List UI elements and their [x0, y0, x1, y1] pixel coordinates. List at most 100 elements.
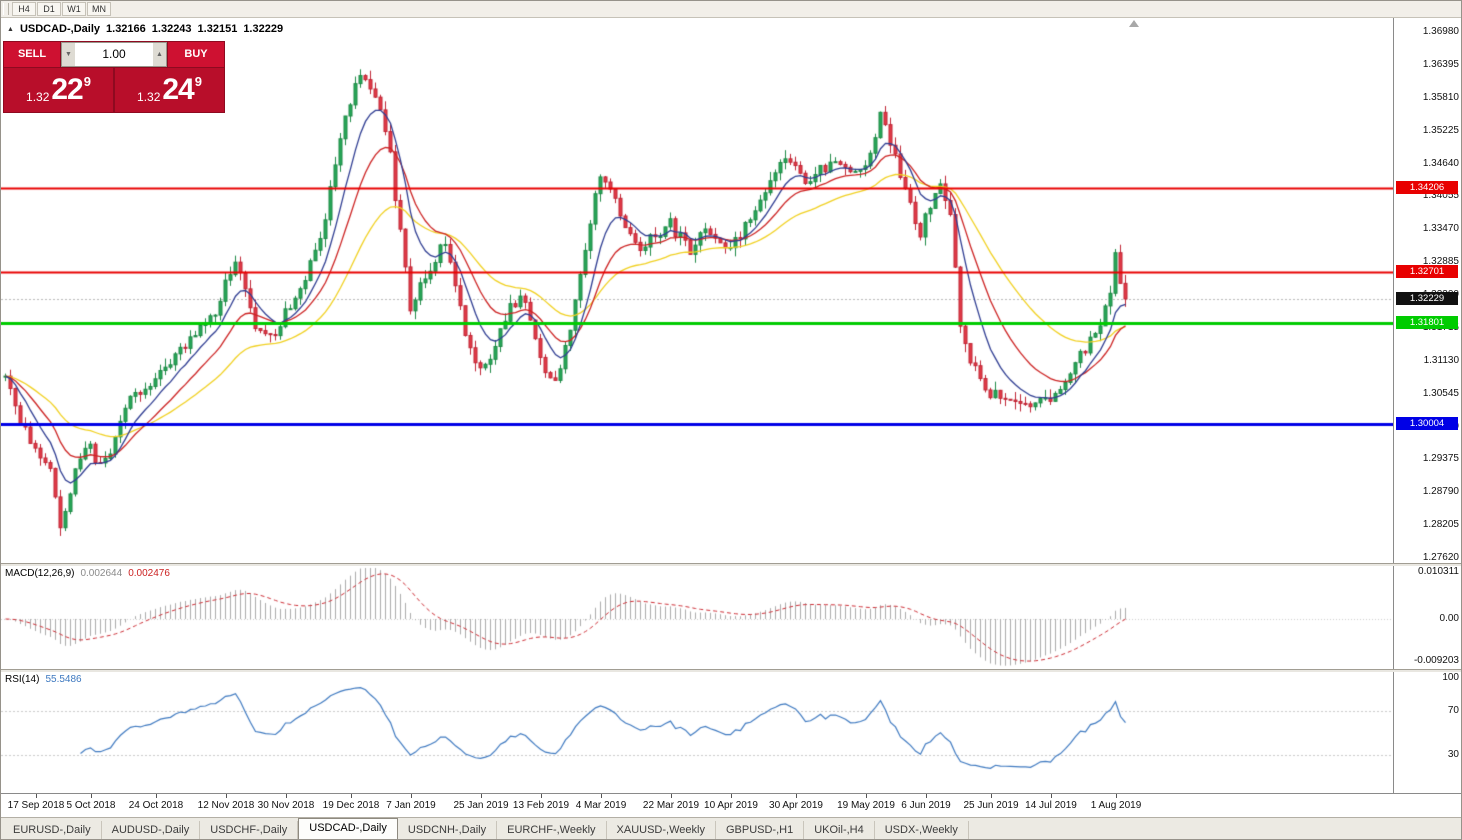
date-label: 19 Dec 2018	[322, 800, 380, 811]
date-label: 30 Apr 2019	[769, 800, 823, 811]
date-tick	[351, 794, 352, 798]
rsi-name: RSI(14)	[5, 674, 40, 685]
price-axis-label: 1.28790	[1422, 486, 1459, 498]
price-axis-label: 1.36980	[1422, 26, 1459, 37]
price-axis-label: 1.34055	[1422, 190, 1459, 202]
date-tick	[671, 794, 672, 798]
one-click-panel-toggle-icon[interactable]: ▲	[7, 25, 14, 33]
macd-signal-value: 0.002476	[128, 568, 170, 579]
date-label: 13 Feb 2019	[512, 800, 570, 811]
volume-decrease-button[interactable]: ▼	[62, 43, 75, 66]
macd-indicator-canvas[interactable]	[1, 565, 1393, 669]
chart-tab-eurchf[interactable]: EURCHF-,Weekly	[497, 821, 607, 839]
level-price-badge: 1.32701	[1396, 265, 1458, 279]
volume-input[interactable]: 1.00	[102, 47, 126, 61]
date-tick	[36, 794, 37, 798]
date-label: 24 Oct 2018	[128, 800, 184, 811]
date-tick	[481, 794, 482, 798]
price-axis-label: 1.27620	[1422, 552, 1459, 563]
date-label: 4 Mar 2019	[575, 800, 627, 811]
date-label: 17 Sep 2018	[7, 800, 65, 811]
timeframe-button-mn[interactable]: MN	[87, 2, 111, 16]
rsi-axis-label: 100	[1442, 672, 1459, 683]
buy-button[interactable]: BUY	[168, 42, 224, 67]
level-price-badge: 1.30004	[1396, 417, 1458, 431]
date-tick	[286, 794, 287, 798]
level-price-badge: 1.31801	[1396, 316, 1458, 330]
date-tick	[866, 794, 867, 798]
sell-price-big-digits: 22	[51, 73, 83, 106]
panel-splitter[interactable]	[1, 563, 1461, 566]
chart-shift-marker-icon[interactable]	[1129, 20, 1139, 27]
buy-price-pipette: 9	[194, 74, 202, 89]
price-axis-label: 1.31130	[1423, 354, 1459, 366]
date-tick	[411, 794, 412, 798]
sell-button[interactable]: SELL	[4, 42, 60, 67]
date-tick	[226, 794, 227, 798]
price-axis-label: 1.35810	[1422, 91, 1459, 103]
date-tick	[926, 794, 927, 798]
date-label: 19 May 2019	[837, 800, 895, 811]
date-axis[interactable]: 17 Sep 2018 5 Oct 2018 24 Oct 2018 12 Nov 2…	[1, 793, 1461, 817]
date-label: 10 Apr 2019	[704, 800, 758, 811]
date-tick	[991, 794, 992, 798]
chart-tab-usdx[interactable]: USDX-,Weekly	[875, 821, 969, 839]
price-axis-label: 1.36395	[1422, 58, 1459, 70]
date-label: 6 Jun 2019	[901, 800, 951, 811]
timeframe-button-h4[interactable]: H4	[12, 2, 36, 16]
date-label: 12 Nov 2018	[197, 800, 255, 811]
date-tick	[601, 794, 602, 798]
timeframe-button-w1[interactable]: W1	[62, 2, 86, 16]
ohlc-open: 1.32166	[106, 23, 146, 35]
timeframe-buttons: H4 D1 W1 MN	[12, 2, 112, 16]
sell-price-button[interactable]: 1.32 22 9	[4, 68, 113, 112]
toolbar-grip[interactable]	[3, 3, 9, 15]
ohlc-low: 1.32151	[197, 23, 238, 35]
chart-tab-usdchf[interactable]: USDCHF-,Daily	[200, 821, 299, 839]
rsi-value: 55.5486	[45, 674, 82, 685]
rsi-indicator-canvas[interactable]	[1, 671, 1393, 793]
date-label: 25 Jun 2019	[963, 800, 1019, 811]
rsi-axis-label: 70	[1447, 705, 1459, 716]
price-axis-label: 1.28205	[1422, 519, 1459, 531]
buy-price-button[interactable]: 1.32 24 9	[115, 68, 224, 112]
chart-tab-gbpusd[interactable]: GBPUSD-,H1	[716, 821, 805, 839]
ohlc-close: 1.32229	[243, 23, 284, 35]
date-label: 25 Jan 2019	[453, 800, 509, 811]
price-axis-label: 1.29375	[1422, 453, 1459, 465]
one-click-trading-panel: SELL ▼ 1.00 ▲ BUY 1.32 22 9 1.32 24 9	[3, 41, 225, 113]
macd-main-value: 0.002644	[80, 568, 123, 579]
chart-tab-audusd[interactable]: AUDUSD-,Daily	[102, 821, 201, 839]
macd-label: MACD(12,26,9) 0.002644 0.002476	[5, 568, 170, 579]
level-price-badge: 1.34206	[1396, 180, 1458, 194]
volume-increase-button[interactable]: ▲	[153, 43, 166, 66]
date-tick	[541, 794, 542, 798]
buy-price-prefix: 1.32	[137, 90, 161, 104]
main-chart-canvas[interactable]	[1, 18, 1393, 563]
date-tick	[156, 794, 157, 798]
panel-splitter[interactable]	[1, 669, 1461, 672]
date-label: 30 Nov 2018	[257, 800, 315, 811]
date-tick	[731, 794, 732, 798]
price-axis[interactable]: 1.36980 1.36395 1.35810 1.35225 1.34640 1.340…	[1393, 18, 1461, 793]
rsi-label: RSI(14) 55.5486	[5, 674, 82, 685]
timeframe-toolbar: H4 D1 W1 MN	[1, 1, 1461, 18]
date-tick	[91, 794, 92, 798]
chart-tab-usdcad[interactable]: USDCAD-,Daily	[298, 818, 398, 839]
chart-tab-xauusd[interactable]: XAUUSD-,Weekly	[607, 821, 716, 839]
timeframe-button-d1[interactable]: D1	[37, 2, 61, 16]
chart-tab-ukoil[interactable]: UKOil-,H4	[804, 821, 875, 839]
chart-tab-eurusd[interactable]: EURUSD-,Daily	[3, 821, 102, 839]
price-axis-label: 1.30545	[1422, 387, 1459, 399]
chart-tab-usdcnh[interactable]: USDCNH-,Daily	[398, 821, 498, 839]
macd-axis-label: 0.010311	[1418, 565, 1459, 577]
sell-price-prefix: 1.32	[26, 90, 50, 104]
price-axis-label: 1.34640	[1422, 157, 1459, 169]
macd-axis-label: -0.009203	[1413, 654, 1459, 666]
date-tick	[796, 794, 797, 798]
rsi-axis-label: 30	[1447, 749, 1459, 760]
date-label: 1 Aug 2019	[1090, 800, 1142, 811]
buy-price-big-digits: 24	[162, 73, 194, 106]
chart-tab-bar: EURUSD-,Daily AUDUSD-,Daily USDCHF-,Daily U…	[1, 817, 1461, 839]
